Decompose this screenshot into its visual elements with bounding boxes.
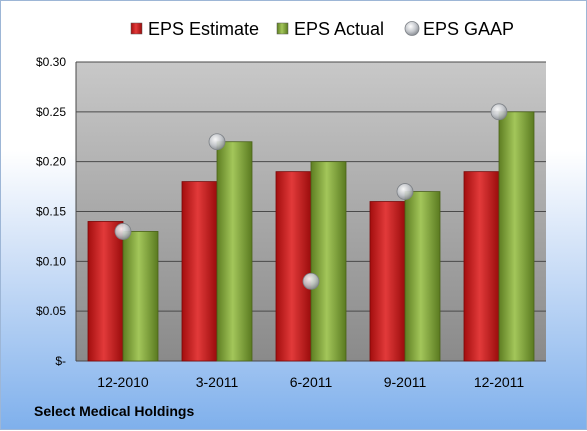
legend-label: EPS Actual	[294, 19, 384, 39]
legend-swatch	[404, 21, 420, 36]
actual-bar	[498, 111, 535, 362]
legend-swatch	[276, 22, 289, 35]
actual-bar	[122, 231, 159, 362]
company-name-label: Select Medical Holdings	[34, 403, 195, 419]
estimate-bar	[181, 181, 218, 362]
x-category-label: 9-2011	[384, 374, 427, 390]
estimate-bar	[87, 221, 124, 362]
y-tick-label: $0.10	[36, 254, 66, 268]
actual-bar	[216, 141, 253, 362]
gaap-marker	[396, 183, 414, 200]
actual-bar	[404, 191, 441, 362]
x-category-label: 3-2011	[196, 374, 239, 390]
y-tick-label: $0.05	[36, 304, 66, 318]
actual-bar	[310, 161, 347, 362]
gaap-marker	[114, 223, 132, 240]
y-tick-label: $0.15	[36, 205, 66, 219]
legend-label: EPS Estimate	[148, 19, 259, 39]
y-tick-label: $-	[55, 354, 66, 368]
y-tick-label: $0.25	[36, 105, 66, 119]
gaap-marker	[490, 103, 508, 121]
x-category-label: 12-2010	[97, 374, 149, 390]
x-category-label: 12-2011	[474, 374, 525, 390]
legend-swatch	[130, 22, 143, 35]
estimate-bar	[369, 201, 406, 362]
y-tick-label: $0.30	[36, 55, 66, 69]
estimate-bar	[275, 171, 312, 362]
gaap-marker	[208, 133, 226, 151]
estimate-bar	[463, 171, 500, 362]
gaap-marker	[302, 272, 320, 290]
legend-label: EPS GAAP	[423, 19, 514, 39]
x-category-label: 6-2011	[290, 374, 333, 390]
y-tick-label: $0.20	[36, 155, 66, 169]
